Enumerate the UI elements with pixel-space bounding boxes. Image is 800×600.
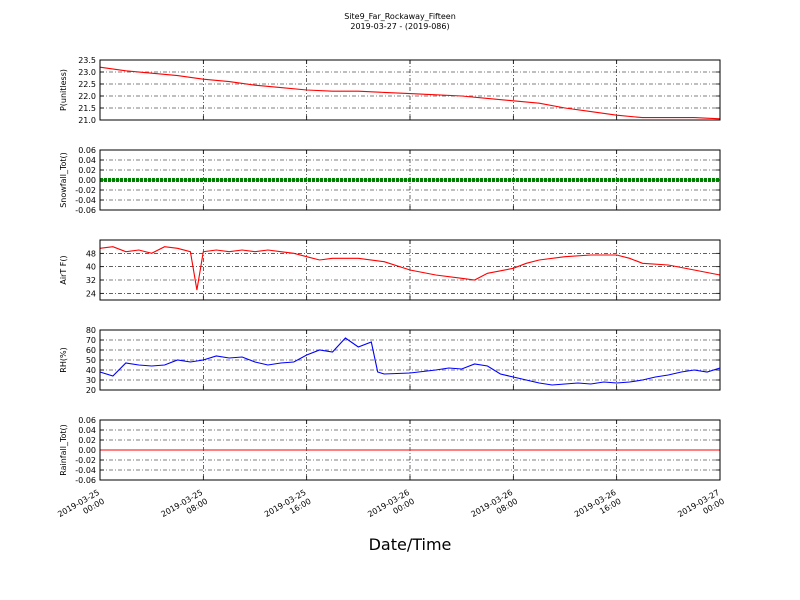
y-tick-label: 50 (86, 356, 96, 365)
y-tick-label: -0.02 (75, 186, 96, 195)
y-axis-label: Snowfall_Tot() (59, 152, 68, 208)
y-tick-label: 0.04 (78, 156, 96, 165)
x-tick-label: 2019-03-2508:00 (160, 488, 210, 528)
y-tick-label: 0.06 (78, 146, 96, 155)
x-tick-label: 2019-03-2700:00 (676, 488, 726, 528)
panel-1: 21.0 21.5 22.0 22.5 23.0 23.5 P(unitless) (59, 56, 721, 125)
y-tick-label: 70 (86, 336, 96, 345)
y-tick-label: 0.02 (78, 166, 96, 175)
y-axis-label: AirT F() (59, 255, 68, 284)
y-axis-label: Rainfall_Tot() (59, 424, 68, 476)
y-tick-label: 48 (86, 249, 96, 258)
x-axis-ticks: 2019-03-2500:00 2019-03-2508:00 2019-03-25… (56, 488, 726, 528)
y-tick-label: 23.0 (78, 68, 96, 77)
panels: 21.0 21.5 22.0 22.5 23.0 23.5 P(unitless) -0.06… (59, 56, 721, 485)
y-tick-label: -0.04 (75, 196, 96, 205)
y-tick-label: 0.04 (78, 426, 96, 435)
y-tick-label: 21.0 (78, 116, 96, 125)
panel-3: 24 32 40 48 AirT F() (59, 239, 721, 301)
y-tick-label: -0.04 (75, 466, 96, 475)
panel-frame (99, 59, 721, 121)
panel-frame (99, 329, 721, 391)
panel-frame (99, 419, 721, 481)
y-tick-label: 21.5 (78, 104, 96, 113)
series-line (99, 337, 721, 386)
y-tick-label: 0.06 (78, 416, 96, 425)
panel-5: -0.06-0.04-0.020.000.020.040.06 Rainfall_… (59, 416, 721, 485)
y-tick-label: -0.06 (75, 206, 96, 215)
panel-frame (99, 149, 721, 211)
series-line (99, 66, 721, 120)
y-tick-label: 0.02 (78, 436, 96, 445)
y-tick-label: 0.00 (78, 446, 96, 455)
y-tick-label: 22.0 (78, 92, 96, 101)
x-tick-label: 2019-03-2616:00 (573, 488, 623, 528)
y-axis-label: RH(%) (59, 347, 68, 372)
panel-2: -0.06-0.04-0.020.000.020.040.06 Snowfall_… (59, 146, 721, 215)
y-tick-label: 40 (86, 366, 96, 375)
y-tick-label: 30 (86, 376, 96, 385)
y-tick-label: 40 (86, 263, 96, 272)
y-tick-label: 80 (86, 326, 96, 335)
panel-frame (99, 239, 721, 301)
chart-title: Site9_Far_Rockaway_Fifteen (344, 12, 456, 21)
y-tick-label: 60 (86, 346, 96, 355)
y-tick-label: 32 (86, 276, 96, 285)
y-tick-label: -0.06 (75, 476, 96, 485)
x-tick-label: 2019-03-2608:00 (470, 488, 520, 528)
y-tick-label: 23.5 (78, 56, 96, 65)
y-tick-label: 22.5 (78, 80, 96, 89)
x-axis-label: Date/Time (369, 535, 452, 554)
y-tick-label: 0.00 (78, 176, 96, 185)
chart-subtitle: 2019-03-27 - (2019-086) (350, 22, 449, 31)
x-tick-label: 2019-03-2600:00 (366, 488, 416, 528)
y-axis-label: P(unitless) (59, 69, 68, 111)
y-tick-label: -0.02 (75, 456, 96, 465)
series-line (99, 246, 721, 291)
y-tick-label: 24 (86, 289, 96, 298)
y-tick-label: 20 (86, 386, 96, 395)
x-tick-label: 2019-03-2516:00 (263, 488, 313, 528)
x-tick-label: 2019-03-2500:00 (56, 488, 106, 528)
